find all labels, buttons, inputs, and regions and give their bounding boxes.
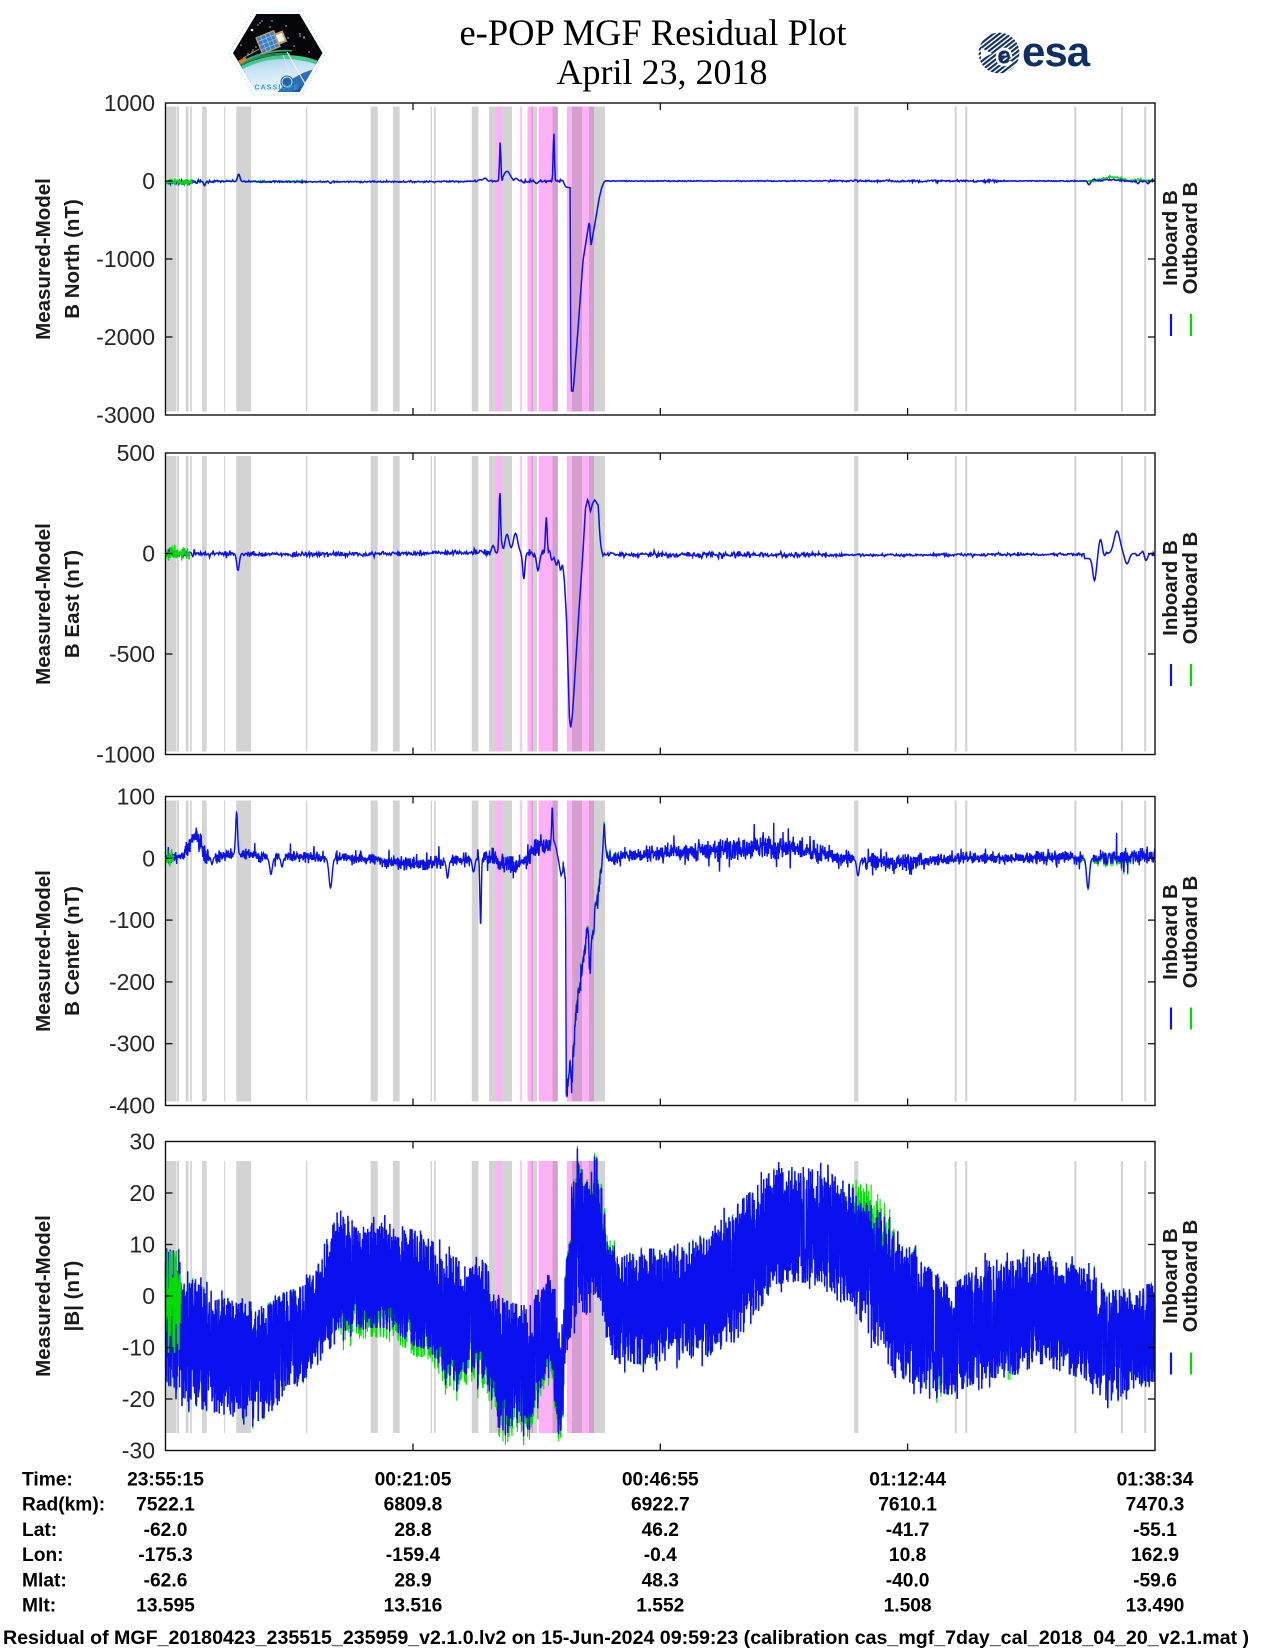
svg-text:Lat:: Lat: xyxy=(22,1520,57,1541)
svg-text:1.508: 1.508 xyxy=(884,1596,932,1617)
svg-text:00:46:55: 00:46:55 xyxy=(622,1470,699,1491)
svg-text:162.9: 162.9 xyxy=(1131,1545,1179,1566)
svg-text:28.8: 28.8 xyxy=(394,1520,432,1541)
svg-text:CASSIOPE: CASSIOPE xyxy=(255,85,300,92)
svg-text:0: 0 xyxy=(142,1283,155,1309)
svg-text:Outboard B: Outboard B xyxy=(1179,532,1202,645)
svg-text:-3000: -3000 xyxy=(96,402,155,428)
svg-text:Measured-Model: Measured-Model xyxy=(32,870,55,1032)
svg-text:13.516: 13.516 xyxy=(384,1596,443,1617)
svg-text:46.2: 46.2 xyxy=(642,1520,679,1541)
svg-text:esa: esa xyxy=(1022,28,1091,75)
svg-text:-59.6: -59.6 xyxy=(1133,1570,1177,1591)
svg-text:6922.7: 6922.7 xyxy=(631,1495,690,1516)
svg-text:0: 0 xyxy=(142,845,155,871)
svg-text:-20: -20 xyxy=(122,1386,155,1412)
svg-text:-100: -100 xyxy=(109,907,155,933)
svg-text:|B| (nT): |B| (nT) xyxy=(61,1261,84,1332)
svg-text:7470.3: 7470.3 xyxy=(1126,1495,1185,1516)
svg-text:Rad(km):: Rad(km): xyxy=(22,1495,105,1516)
svg-text:00:21:05: 00:21:05 xyxy=(375,1470,452,1491)
svg-text:Outboard B: Outboard B xyxy=(1179,1220,1202,1333)
svg-text:-200: -200 xyxy=(109,969,155,995)
svg-text:-55.1: -55.1 xyxy=(1133,1520,1177,1541)
svg-text:Measured-Model: Measured-Model xyxy=(32,178,55,340)
svg-text:e: e xyxy=(995,36,1014,74)
svg-text:-0.4: -0.4 xyxy=(644,1545,677,1566)
svg-text:Measured-Model: Measured-Model xyxy=(32,523,55,685)
svg-text:13.490: 13.490 xyxy=(1126,1596,1185,1617)
svg-text:e: e xyxy=(997,43,1010,70)
svg-text:1000: 1000 xyxy=(104,90,155,116)
svg-text:Inboard B: Inboard B xyxy=(1159,1228,1182,1324)
svg-text:-400: -400 xyxy=(109,1093,155,1119)
svg-text:-62.6: -62.6 xyxy=(144,1570,188,1591)
svg-text:-175.3: -175.3 xyxy=(138,1545,192,1566)
svg-text:B East (nT): B East (nT) xyxy=(61,550,84,658)
svg-text:Lon:: Lon: xyxy=(22,1545,64,1566)
svg-text:e-POP MGF Residual Plot: e-POP MGF Residual Plot xyxy=(459,12,846,53)
svg-text:Inboard B: Inboard B xyxy=(1159,884,1182,980)
svg-text:10: 10 xyxy=(129,1232,155,1258)
svg-text:Outboard B: Outboard B xyxy=(1179,876,1202,989)
svg-text:Inboard B: Inboard B xyxy=(1159,540,1182,636)
svg-text:-41.7: -41.7 xyxy=(886,1520,930,1541)
svg-text:-2000: -2000 xyxy=(96,324,155,350)
svg-text:6809.8: 6809.8 xyxy=(384,1495,443,1516)
svg-text:-1000: -1000 xyxy=(96,246,155,272)
svg-text:-30: -30 xyxy=(122,1438,155,1464)
svg-text:23:55:15: 23:55:15 xyxy=(127,1470,204,1491)
svg-text:April 23, 2018: April 23, 2018 xyxy=(557,52,768,92)
svg-text:01:38:34: 01:38:34 xyxy=(1117,1470,1194,1491)
svg-text:-62.0: -62.0 xyxy=(144,1520,188,1541)
svg-text:B North (nT): B North (nT) xyxy=(61,199,84,319)
svg-text:Residual of MGF_20180423_23551: Residual of MGF_20180423_235515_235959_v… xyxy=(3,1627,1249,1649)
svg-text:500: 500 xyxy=(117,440,155,466)
svg-text:1.552: 1.552 xyxy=(636,1596,684,1617)
svg-text:-159.4: -159.4 xyxy=(386,1545,441,1566)
svg-text:13.595: 13.595 xyxy=(136,1596,195,1617)
svg-text:20: 20 xyxy=(129,1180,155,1206)
svg-text:-300: -300 xyxy=(109,1031,155,1057)
svg-text:10.8: 10.8 xyxy=(889,1545,927,1566)
svg-text:7610.1: 7610.1 xyxy=(878,1495,937,1516)
svg-text:Time:: Time: xyxy=(22,1470,73,1491)
svg-text:01:12:44: 01:12:44 xyxy=(869,1470,946,1491)
svg-text:-1000: -1000 xyxy=(96,742,155,768)
svg-text:Mlt:: Mlt: xyxy=(22,1596,56,1617)
svg-text:0: 0 xyxy=(142,168,155,194)
svg-text:-40.0: -40.0 xyxy=(886,1570,930,1591)
svg-text:30: 30 xyxy=(129,1129,155,1155)
svg-text:48.3: 48.3 xyxy=(642,1570,679,1591)
svg-text:Measured-Model: Measured-Model xyxy=(32,1215,55,1377)
svg-text:Outboard B: Outboard B xyxy=(1179,182,1202,295)
svg-text:B Center (nT): B Center (nT) xyxy=(61,886,84,1016)
svg-text:-10: -10 xyxy=(122,1335,155,1361)
svg-text:Inboard B: Inboard B xyxy=(1159,190,1182,286)
svg-text:7522.1: 7522.1 xyxy=(136,1495,195,1516)
svg-text:100: 100 xyxy=(117,784,155,810)
svg-text:Mlat:: Mlat: xyxy=(22,1570,67,1591)
svg-text:-500: -500 xyxy=(109,641,155,667)
svg-text:28.9: 28.9 xyxy=(394,1570,431,1591)
svg-text:0: 0 xyxy=(142,541,155,567)
